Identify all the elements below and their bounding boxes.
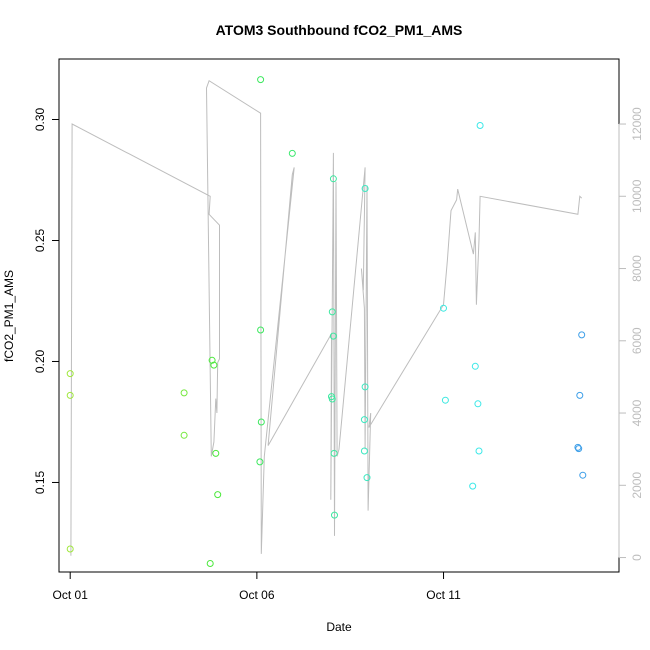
data-point [257,418,265,426]
data-point [330,449,338,457]
data-point [441,396,449,404]
data-point [575,445,583,453]
data-point [329,332,337,340]
chart-title: ATOM3 Southbound fCO2_PM1_AMS [216,22,463,38]
y-tick-label: 0.25 [33,228,47,252]
data-point [66,391,74,399]
y-tick-label: 0.20 [33,349,47,373]
plot-frame [58,58,620,573]
y2-tick-label: 6000 [630,327,644,354]
data-point [256,458,264,466]
data-point [440,304,447,312]
data-point [471,362,479,370]
data-point [361,185,369,192]
data-point [574,443,582,451]
y-axis-label: fCO2_PM1_AMS [2,270,16,362]
data-point [210,361,218,369]
data-point [475,447,483,455]
data-point [476,122,484,129]
data-point [66,545,74,553]
y2-tick-label: 0 [630,554,644,561]
data-point [474,400,482,408]
y2-tick-label: 12000 [630,107,644,141]
data-point [331,511,338,519]
left-axis: 0.15 0.20 0.25 0.30 [33,107,60,494]
data-point [576,391,584,399]
data-point [328,395,336,403]
y2-tick-label: 8000 [630,255,644,282]
y-tick-label: 0.30 [33,107,47,131]
data-point [257,326,265,334]
x-tick-label: Oct 11 [426,588,461,602]
y2-tick-label: 10000 [630,179,644,213]
data-point [360,416,368,424]
data-point [578,331,586,339]
y2-tick-label: 4000 [630,399,644,426]
line-series-layer [70,79,583,556]
series-line [70,79,583,556]
data-point [360,447,368,455]
points-layer [66,76,587,567]
bottom-axis: Oct 01 Oct 06 Oct 11 [53,571,461,602]
data-point [208,356,216,364]
data-point [579,471,587,479]
data-point [469,482,477,490]
data-point [66,370,74,378]
data-point [288,149,296,157]
y-tick-label: 0.15 [33,470,47,494]
y2-tick-label: 2000 [630,472,644,499]
data-point [257,76,265,84]
data-point [329,175,337,183]
data-point [180,431,188,439]
x-tick-label: Oct 01 [53,588,89,602]
x-tick-label: Oct 06 [239,588,275,602]
data-point [180,389,188,397]
data-point [212,449,220,457]
data-point [328,308,336,316]
data-point [206,560,214,567]
x-axis-label: Date [326,620,352,634]
data-point [363,474,371,482]
data-point [361,383,369,391]
right-axis: 0 2000 4000 6000 8000 10000 12000 [618,107,644,561]
data-point [214,491,222,499]
